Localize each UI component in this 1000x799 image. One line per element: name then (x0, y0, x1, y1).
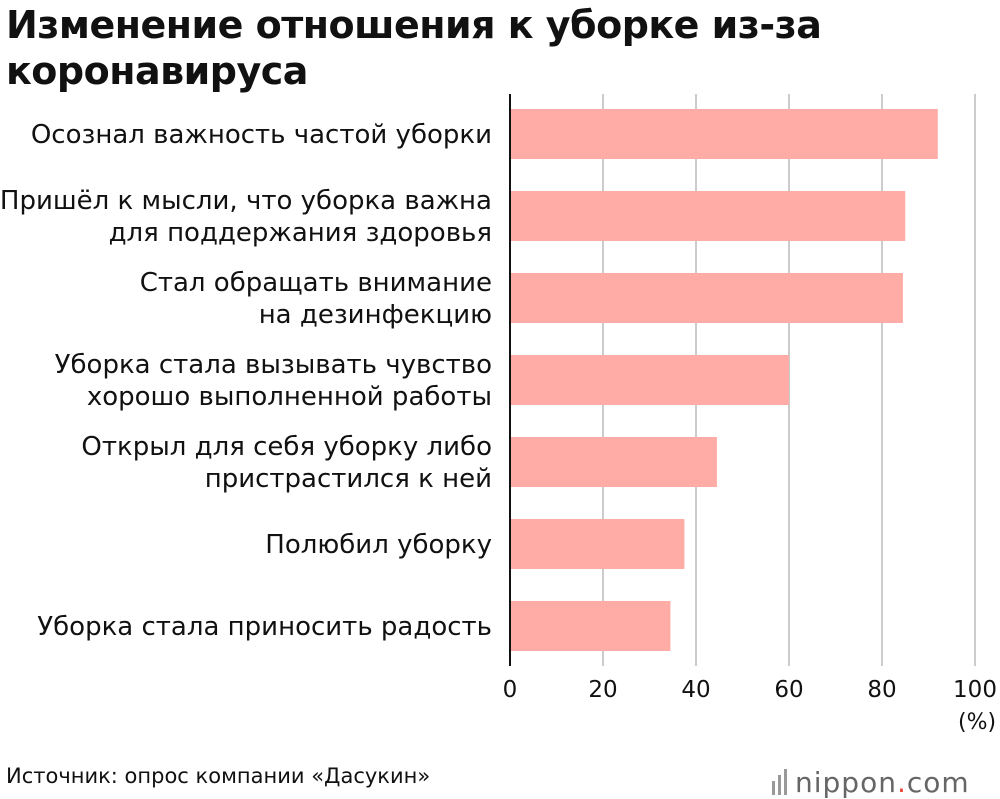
category-label: Уборка стала вызывать чувство хорошо выпо… (55, 350, 492, 412)
category-label: Пришёл к мысли, что уборка важна для подд… (0, 186, 492, 248)
bar (510, 437, 717, 487)
tick-label: 100 (953, 677, 997, 703)
x-tick-labels: 0 20 40 60 80 100 (503, 677, 997, 703)
bar (510, 519, 685, 569)
tick-label: 60 (774, 677, 803, 703)
logo-tld: com (906, 765, 970, 799)
source-note: Источник: опрос компании «Дасукин» (6, 764, 431, 788)
logo-bars-icon (772, 769, 787, 795)
bar (510, 109, 938, 159)
category-label: Открыл для себя уборку либо пристрастился… (81, 432, 492, 494)
category-label: Полюбил уборку (265, 530, 492, 560)
unit-label: (%) (958, 710, 997, 735)
bar (510, 273, 903, 323)
bar (510, 191, 906, 241)
bar (510, 601, 671, 651)
category-label: Осознал важность частой уборки (31, 120, 492, 150)
logo-dot: . (896, 765, 907, 799)
bar (510, 355, 789, 405)
category-label: Уборка стала приносить радость (37, 612, 492, 642)
chart-title: Изменение отношения к уборке из-за корон… (6, 3, 822, 93)
category-label: Стал обращать внимание на дезинфекцию (140, 268, 492, 330)
tick-label: 40 (681, 677, 710, 703)
category-labels: Осознал важность частой уборки Пришёл к м… (0, 120, 492, 642)
tick-label: 20 (588, 677, 617, 703)
tick-label: 0 (503, 677, 518, 703)
bars (510, 109, 938, 651)
logo-name: nippon (795, 765, 897, 799)
tick-label: 80 (867, 677, 896, 703)
